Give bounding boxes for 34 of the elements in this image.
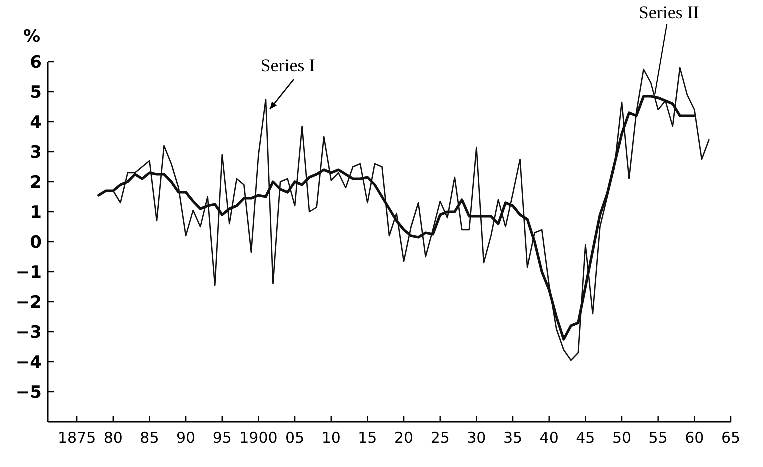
y-tick-label: 6 [30,52,42,73]
y-tick-label: 0 [30,232,42,253]
x-tick-label: 90 [176,429,196,447]
annotation: Series I [260,56,316,76]
y-tick-label: −4 [16,352,42,373]
x-tick-label: 45 [576,429,596,447]
x-tick-label: 20 [394,429,414,447]
x-tick-label: 30 [467,429,486,447]
y-axis-title: % [23,27,41,47]
x-tick-label: 65 [721,429,741,447]
x-tick-label: 55 [648,429,668,447]
y-tick-label: −2 [16,292,42,313]
x-tick-label: 10 [322,429,341,447]
y-tick-label: −5 [16,382,42,403]
x-tick-label: 15 [358,429,378,447]
y-tick-label: 4 [30,112,42,133]
y-tick-label: −1 [16,262,42,283]
y-tick-label: 2 [30,172,42,193]
x-tick-label: 1875 [58,429,96,447]
x-tick-label: 05 [285,429,305,447]
y-tick-label: 3 [30,142,42,163]
x-tick-label: 95 [212,429,232,447]
y-tick-label: 1 [30,202,42,223]
x-tick-label: 40 [540,429,559,447]
y-tick-label: −3 [16,322,42,343]
annotation: Series II [638,2,700,22]
x-tick-label: 25 [430,429,450,447]
x-tick-label: 1900 [240,429,278,447]
x-tick-label: 80 [104,429,123,447]
x-tick-label: 60 [685,429,704,447]
x-tick-label: 35 [503,429,523,447]
x-tick-label: 85 [140,429,160,447]
y-tick-label: 5 [30,82,42,103]
x-tick-label: 50 [612,429,632,447]
